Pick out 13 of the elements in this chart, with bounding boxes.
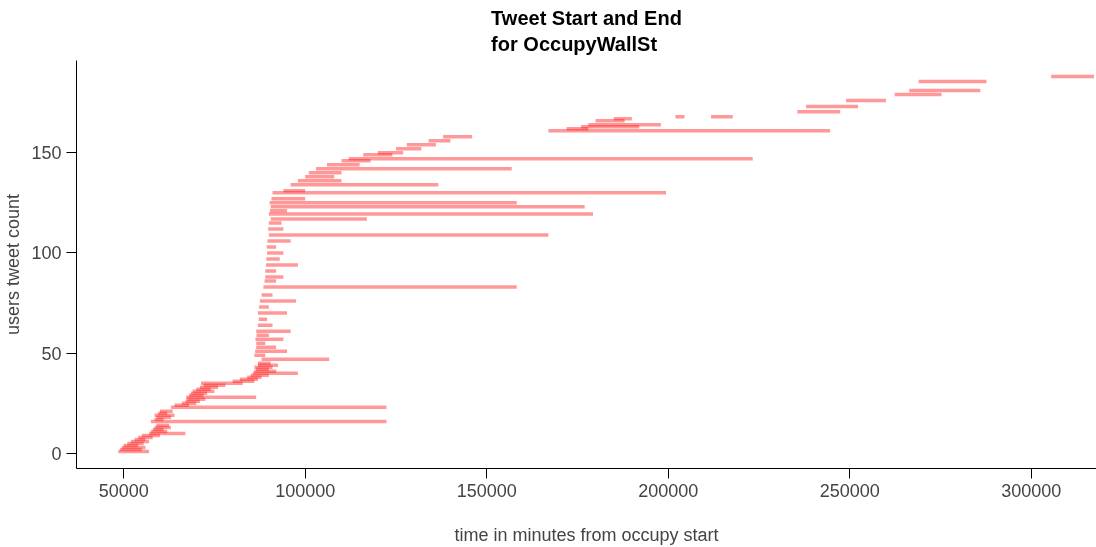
chart-title: Tweet Start and End for OccupyWallSt bbox=[491, 7, 682, 56]
x-tick-label: 100000 bbox=[275, 480, 336, 501]
y-tick-label: 150 bbox=[31, 143, 62, 164]
x-axis-title: time in minutes from occupy start bbox=[454, 524, 719, 545]
y-tick-label: 0 bbox=[51, 443, 62, 464]
x-tick-label: 200000 bbox=[638, 480, 699, 501]
y-tick-label: 100 bbox=[31, 243, 62, 264]
x-tick-label: 250000 bbox=[819, 480, 880, 501]
x-tick-label: 50000 bbox=[98, 480, 149, 501]
x-tick-label: 150000 bbox=[456, 480, 517, 501]
y-tick-label: 50 bbox=[41, 343, 62, 364]
x-tick-label: 300000 bbox=[1001, 480, 1062, 501]
y-axis-title: users tweet count bbox=[3, 193, 24, 336]
